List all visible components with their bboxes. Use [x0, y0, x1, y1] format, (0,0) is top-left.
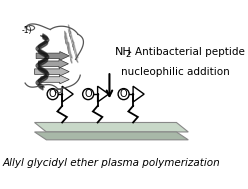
Circle shape: [47, 89, 58, 100]
Polygon shape: [41, 75, 69, 84]
Polygon shape: [62, 86, 73, 102]
Circle shape: [83, 89, 94, 100]
Text: O: O: [84, 89, 92, 99]
Polygon shape: [98, 86, 109, 102]
Text: nucleophilic addition: nucleophilic addition: [121, 67, 230, 77]
Text: Allyl glycidyl ether plasma polymerization: Allyl glycidyl ether plasma polymerizati…: [3, 158, 221, 168]
Polygon shape: [36, 52, 69, 60]
Text: - Antibacterial peptide: - Antibacterial peptide: [128, 47, 245, 57]
Text: O: O: [49, 89, 57, 99]
Polygon shape: [34, 132, 188, 140]
Polygon shape: [38, 59, 68, 68]
Polygon shape: [34, 122, 188, 132]
Text: O: O: [120, 89, 127, 99]
Text: 2: 2: [125, 50, 130, 59]
Text: -1): -1): [22, 26, 32, 35]
Text: NH: NH: [115, 47, 132, 57]
Circle shape: [118, 89, 129, 100]
Polygon shape: [34, 67, 69, 76]
Polygon shape: [133, 86, 144, 102]
